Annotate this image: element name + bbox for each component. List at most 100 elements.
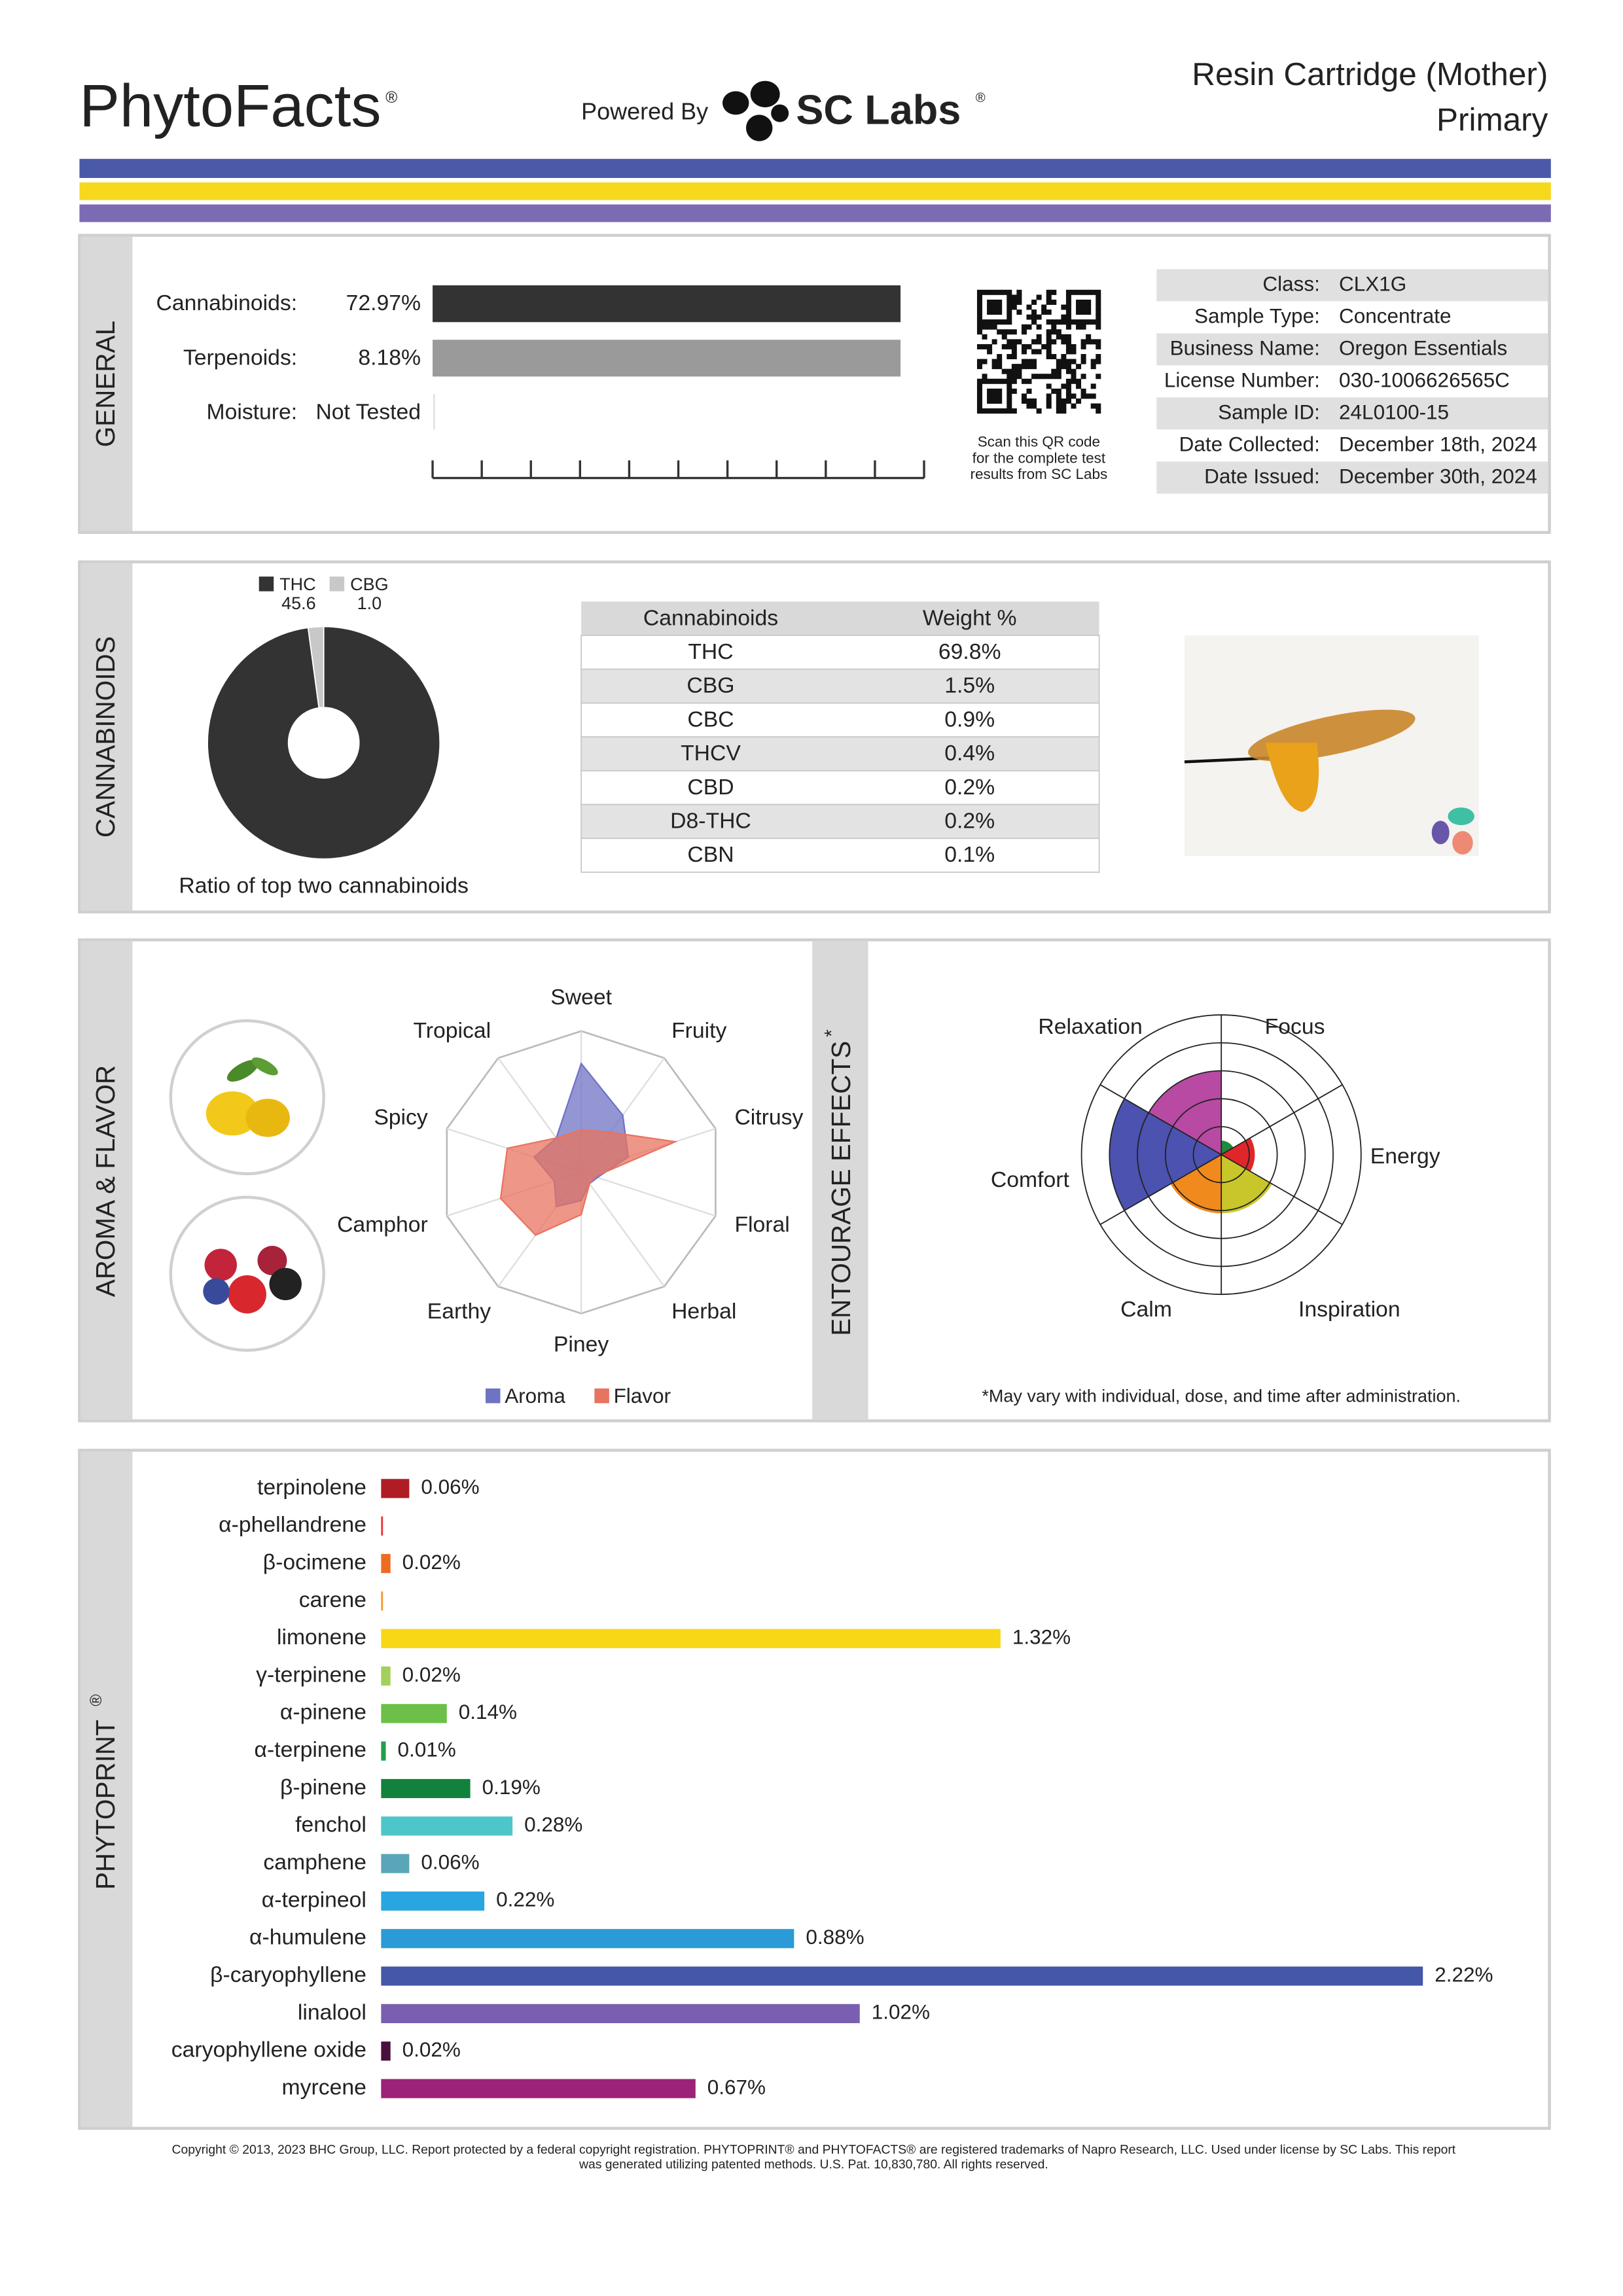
qr-cell [1001, 378, 1007, 384]
qr-cell [1031, 359, 1037, 364]
qr-cell [991, 309, 997, 315]
table-cell: THC [688, 639, 733, 664]
qr-cell [1086, 309, 1092, 315]
qr-cell [976, 388, 982, 394]
radar-axis-label: Fruity [671, 1018, 726, 1043]
legend-swatch [259, 576, 274, 592]
lab-mark: ® [976, 91, 986, 105]
terpene-name: α-phellandrene [219, 1512, 366, 1537]
legend-swatch [594, 1388, 609, 1404]
qr-cell [1080, 344, 1086, 349]
qr-cell [982, 334, 988, 340]
qr-cell [1076, 319, 1082, 325]
qr-cell [987, 408, 993, 414]
qr-cell [1031, 299, 1037, 305]
qr-cell [1080, 393, 1086, 399]
qr-cell [1011, 364, 1017, 370]
qr-cell [1065, 349, 1071, 355]
qr-cell [1096, 344, 1101, 349]
qr-cell [1051, 368, 1057, 374]
legend-value: 45.6 [281, 593, 316, 613]
qr-cell [1061, 403, 1067, 409]
qr-cell [1016, 339, 1022, 345]
terpene-name: α-terpinene [255, 1737, 366, 1762]
rose-label: Relaxation [1038, 1014, 1142, 1039]
qr-cell [976, 378, 982, 384]
table-header: Weight % [923, 605, 1017, 630]
qr-cell [1051, 329, 1057, 335]
qr-cell [1096, 299, 1101, 305]
qr-cell [1021, 398, 1027, 404]
qr-cell [1076, 364, 1082, 370]
legend-label: Flavor [614, 1385, 671, 1407]
radar-area [499, 1129, 678, 1236]
table-header: Cannabinoids [643, 605, 778, 630]
info-label: Class: [1262, 272, 1319, 295]
qr-cell [1021, 393, 1027, 399]
terpene-name: myrcene [282, 2075, 366, 2100]
qr-cell [1065, 388, 1071, 394]
qr-cell [1041, 344, 1047, 349]
bar-value-label: 0.14% [459, 1701, 517, 1723]
qr-cell [1007, 329, 1012, 335]
qr-cell [1021, 324, 1027, 330]
qr-cell [1061, 304, 1067, 310]
qr-cell [1007, 344, 1012, 349]
lemon-icon [169, 1019, 325, 1176]
qr-cell [1011, 374, 1017, 380]
qr-cell [1096, 354, 1101, 360]
qr-cell [1090, 364, 1096, 370]
rose-sector [1221, 1140, 1234, 1155]
qr-cell [1096, 374, 1101, 380]
qr-cell [1051, 354, 1057, 360]
qr-cell [987, 324, 993, 330]
qr-cell [1046, 403, 1052, 409]
qr-cell [1076, 309, 1082, 315]
bar [381, 1854, 410, 1873]
qr-cell [1001, 319, 1007, 325]
qr-cell [987, 344, 993, 349]
section-label: AROMA & FLAVOR [90, 1065, 120, 1297]
qr-cell [1080, 319, 1086, 325]
qr-cell [1001, 334, 1007, 340]
table-cell: CBN [687, 842, 734, 867]
legend-label: CBG [350, 574, 388, 594]
bar-value-label: 0.02% [402, 2038, 461, 2061]
table-row [580, 702, 1100, 738]
qr-cell [1046, 334, 1052, 340]
bar [381, 1891, 485, 1911]
table-cell: 69.8% [938, 639, 1001, 664]
qr-cell [1026, 304, 1032, 310]
bar [381, 2079, 696, 2098]
qr-cell [1007, 383, 1012, 389]
qr-cell [982, 378, 988, 384]
qr-cell [1051, 289, 1057, 295]
qr-cell [1076, 398, 1082, 404]
qr-cell [1036, 324, 1042, 330]
qr-cell [1007, 289, 1012, 295]
powered-by: Powered By [581, 98, 708, 125]
qr-cell [1071, 368, 1077, 374]
qr-cell [1065, 304, 1071, 310]
qr-cell [1031, 314, 1037, 320]
info-row [1156, 397, 1548, 430]
terpene-name: β-pinene [280, 1775, 366, 1799]
qr-cell [1090, 383, 1096, 389]
bar-value-label: 0.28% [524, 1813, 582, 1836]
qr-cell [1046, 349, 1052, 355]
rose-label: Calm [1120, 1297, 1172, 1322]
qr-cell [997, 329, 1003, 335]
rose-label: Focus [1265, 1014, 1325, 1039]
qr-cell [997, 388, 1003, 394]
sample: Primary [1436, 102, 1548, 138]
info-label: Date Collected: [1179, 433, 1320, 455]
info-row [1156, 333, 1548, 366]
table-row [580, 736, 1100, 771]
qr-cell [1061, 398, 1067, 404]
qr-cell [1080, 359, 1086, 364]
qr-cell [1071, 374, 1077, 380]
terpene-name: caryophyllene oxide [171, 2038, 366, 2062]
qr-cell [1056, 398, 1061, 404]
